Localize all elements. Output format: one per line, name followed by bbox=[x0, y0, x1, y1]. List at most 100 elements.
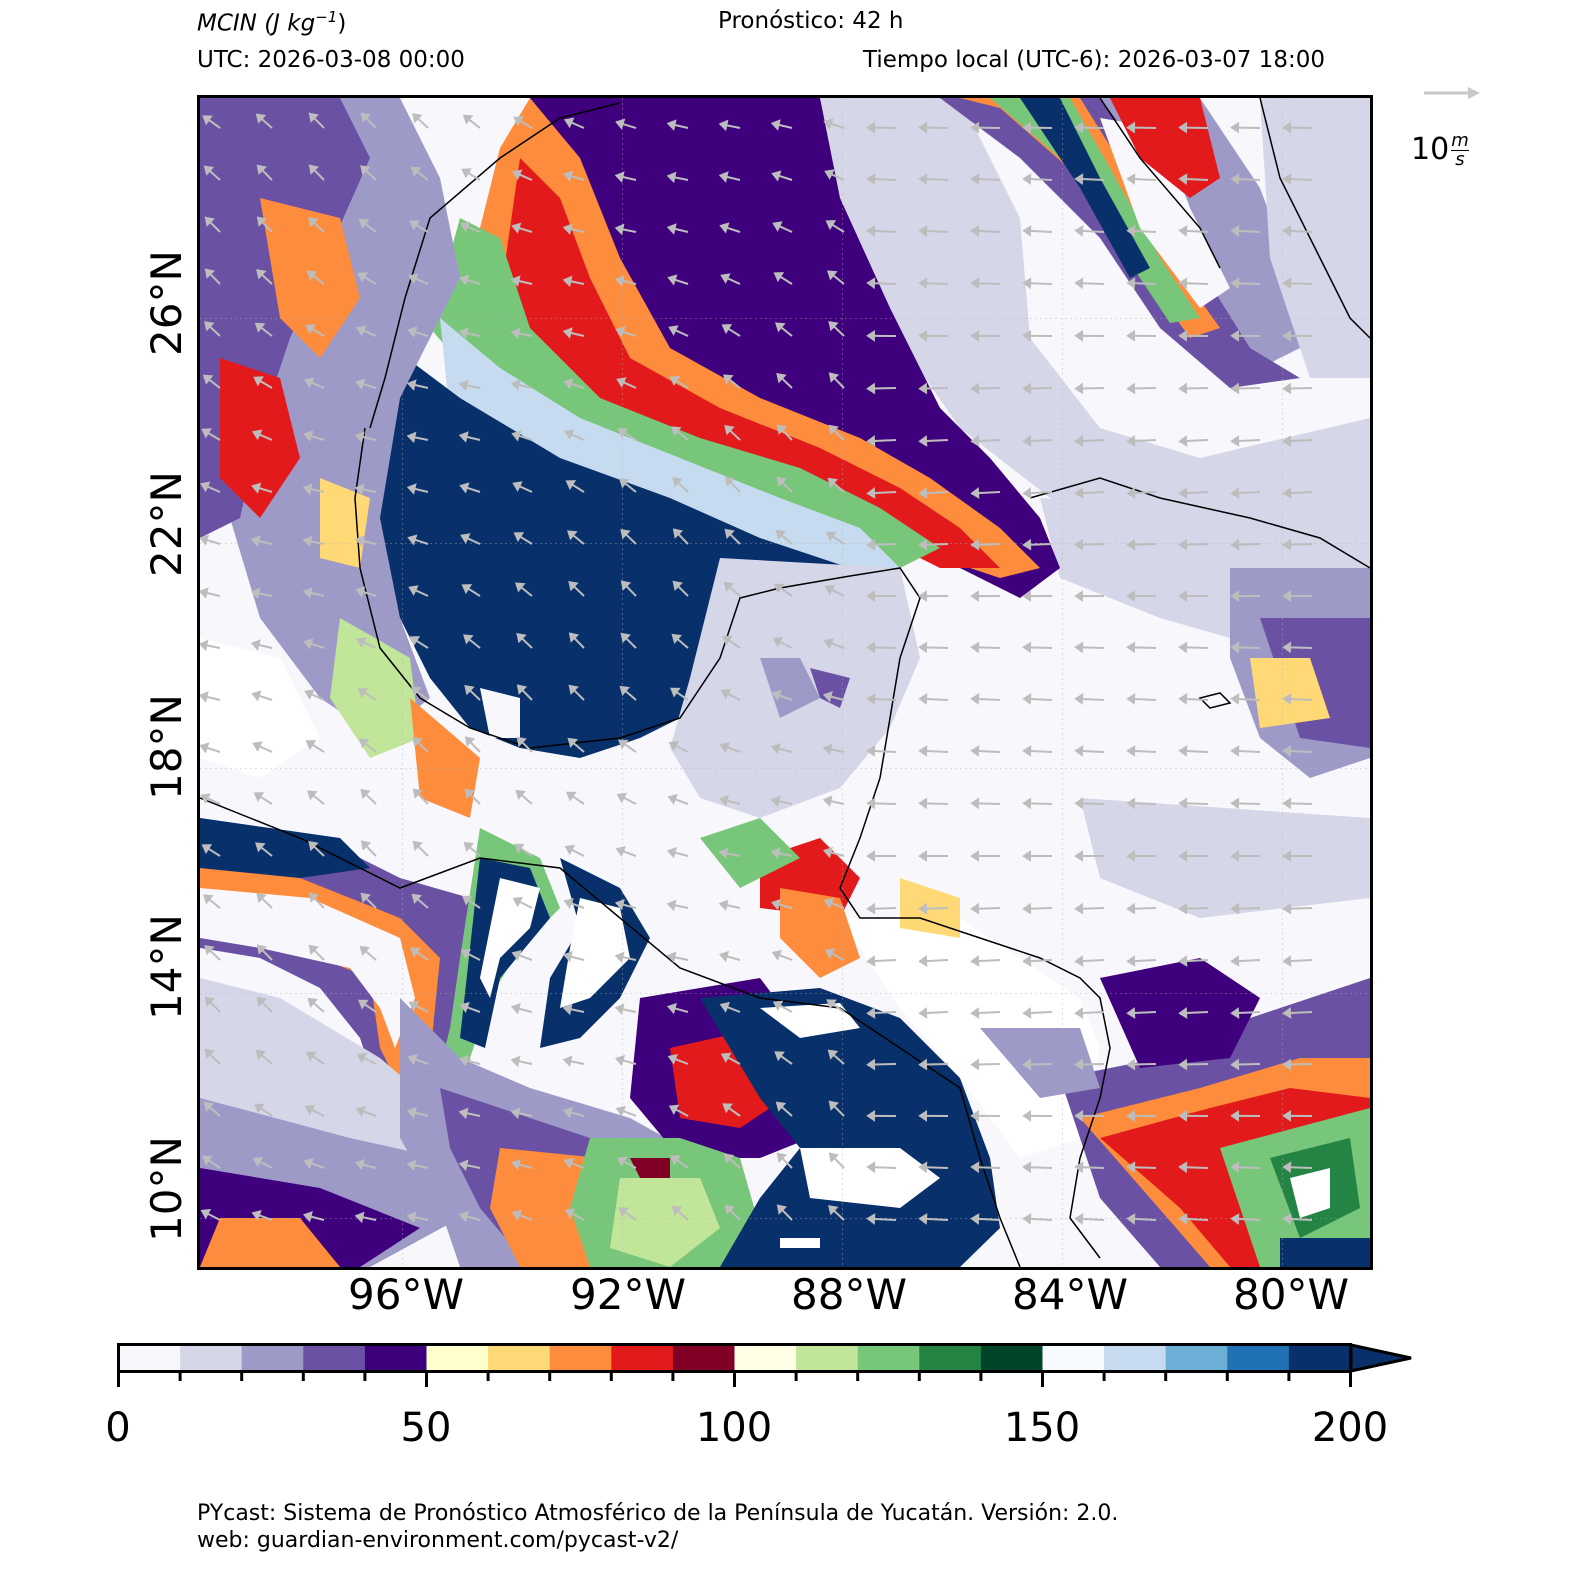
wind-arrow bbox=[1289, 1063, 1313, 1066]
wind-arrow-head bbox=[667, 1053, 678, 1065]
wind-arrow bbox=[1081, 907, 1105, 910]
wind-arrow bbox=[622, 381, 637, 389]
wind-arrow bbox=[519, 535, 533, 545]
wind-arrow bbox=[677, 481, 689, 493]
wind-arrow bbox=[778, 903, 793, 909]
map-panel[interactable] bbox=[197, 95, 1373, 1270]
wind-arrow bbox=[727, 639, 741, 649]
wind-arrow-head bbox=[200, 534, 210, 546]
wind-arrow bbox=[414, 383, 429, 389]
wind-arrow-head bbox=[564, 844, 576, 856]
wind-arrow bbox=[570, 1162, 585, 1169]
wind-arrow bbox=[362, 382, 377, 389]
wind-arrow-head bbox=[719, 222, 730, 234]
wind-arrow-head bbox=[1178, 487, 1188, 499]
wind-arrow bbox=[1133, 959, 1157, 963]
wind-arrow bbox=[1237, 387, 1261, 390]
wind-arrow-head bbox=[406, 379, 417, 391]
wind-arrow-head bbox=[827, 270, 838, 281]
wind-arrow-head bbox=[827, 477, 838, 488]
wind-arrow bbox=[1133, 749, 1157, 753]
wind-arrow-head bbox=[360, 165, 371, 176]
wind-arrow bbox=[1133, 907, 1157, 910]
wind-arrow-head bbox=[1282, 902, 1292, 915]
wind-arrow-head bbox=[1074, 538, 1084, 551]
wind-arrow bbox=[261, 273, 273, 285]
wind-arrow-head bbox=[302, 483, 313, 495]
wind-arrow-head bbox=[204, 996, 216, 1007]
wind-arrow-head bbox=[1178, 1161, 1188, 1174]
wind-arrow bbox=[1081, 1217, 1105, 1221]
wind-arrow bbox=[1029, 802, 1053, 805]
wind-arrow-head bbox=[772, 636, 784, 648]
colorbar-cell bbox=[672, 1344, 735, 1372]
wind-arrow-head bbox=[970, 435, 980, 447]
wind-arrow-head bbox=[822, 795, 833, 808]
wind-arrow bbox=[518, 332, 533, 337]
wind-arrow-head bbox=[255, 842, 266, 853]
wind-arrow-head bbox=[514, 843, 525, 854]
wind-arrow bbox=[1185, 907, 1209, 910]
wind-arrow bbox=[1185, 959, 1209, 963]
wind-arrow-head bbox=[828, 424, 839, 436]
wind-arrow-head bbox=[511, 950, 522, 962]
wind-arrow bbox=[466, 1112, 481, 1117]
wind-arrow bbox=[518, 1007, 533, 1013]
wind-arrow-head bbox=[1074, 1109, 1084, 1122]
wind-arrow-head bbox=[204, 268, 216, 279]
wind-arrow bbox=[466, 384, 481, 389]
wind-arrow bbox=[519, 119, 533, 129]
wind-arrow-head bbox=[723, 581, 734, 592]
wind-arrow-head bbox=[254, 322, 266, 333]
wind-arrow bbox=[778, 747, 793, 753]
footer-website[interactable]: web: guardian-environment.com/pycast-v2/ bbox=[197, 1528, 679, 1553]
wind-arrow bbox=[468, 638, 481, 649]
wind-arrow bbox=[1133, 282, 1157, 285]
wind-arrow-head bbox=[1126, 173, 1136, 185]
wind-arrow-head bbox=[720, 688, 732, 700]
wind-arrow bbox=[676, 1159, 689, 1169]
wind-arrow bbox=[570, 174, 585, 181]
wind-arrow-head bbox=[823, 897, 834, 909]
wind-arrow bbox=[1237, 646, 1261, 649]
wind-arrow bbox=[873, 959, 897, 963]
wind-arrow-head bbox=[1074, 850, 1084, 862]
wind-arrow-head bbox=[360, 840, 372, 851]
wind-arrow bbox=[977, 1166, 1001, 1169]
wind-arrow bbox=[414, 436, 429, 441]
wind-arrow-head bbox=[511, 222, 522, 234]
wind-arrow-head bbox=[666, 899, 677, 912]
wind-arrow bbox=[313, 169, 325, 181]
wind-arrow bbox=[873, 491, 897, 495]
colorbar-cell bbox=[1288, 1344, 1351, 1372]
wind-arrow bbox=[365, 793, 377, 805]
wind-arrow bbox=[977, 1217, 1001, 1221]
wind-arrow-head bbox=[826, 531, 837, 542]
wind-arrow bbox=[466, 331, 481, 337]
wind-arrow-head bbox=[866, 590, 876, 602]
wind-arrow bbox=[1133, 1217, 1157, 1221]
wind-arrow bbox=[571, 483, 585, 493]
wind-arrow-head bbox=[970, 277, 980, 290]
wind-arrow bbox=[726, 746, 741, 753]
wind-arrow-head bbox=[615, 1105, 626, 1117]
colorbar-cell bbox=[1227, 1344, 1290, 1372]
wind-arrow-head bbox=[770, 119, 781, 131]
wind-arrow-head bbox=[1282, 225, 1292, 237]
wind-arrow-head bbox=[200, 691, 209, 703]
wind-arrow-head bbox=[458, 1210, 470, 1223]
wind-arrow-head bbox=[668, 740, 680, 752]
wind-arrow-head bbox=[458, 1107, 469, 1120]
wind-arrow-head bbox=[203, 165, 215, 176]
wind-arrow bbox=[1185, 1166, 1209, 1169]
wind-arrow bbox=[977, 229, 1001, 233]
wind-arrow-head bbox=[1126, 1213, 1136, 1225]
wind-arrow bbox=[1289, 907, 1313, 910]
wind-arrow-head bbox=[615, 118, 626, 130]
wind-arrow-head bbox=[918, 1161, 928, 1174]
wind-arrow bbox=[873, 1011, 897, 1014]
wind-arrow bbox=[624, 690, 637, 701]
wind-arrow-head bbox=[306, 1051, 317, 1062]
wind-arrow bbox=[570, 382, 585, 389]
wind-arrow-head bbox=[412, 113, 423, 124]
